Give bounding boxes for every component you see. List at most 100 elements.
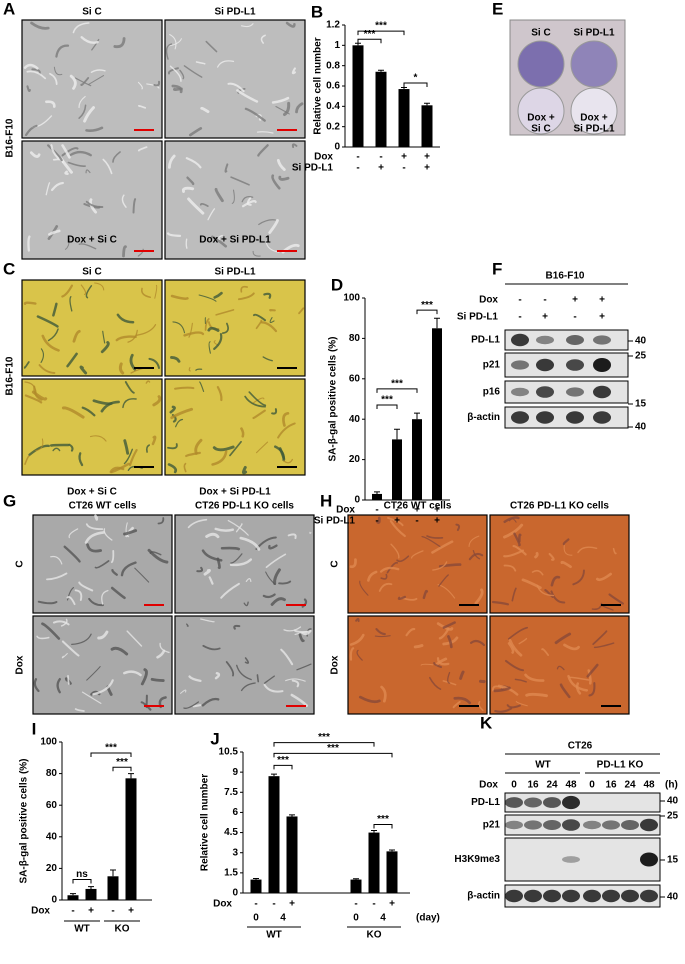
cell (271, 174, 281, 190)
band (640, 889, 658, 903)
day-label: 0 (253, 913, 259, 924)
condition-value: + (434, 516, 440, 527)
significance-label: *** (318, 732, 330, 743)
column-title: CT26 PD-L1 KO cells (195, 501, 294, 512)
error-bar (378, 69, 384, 72)
cell (188, 675, 202, 682)
cell (492, 685, 504, 692)
cell (212, 445, 235, 452)
day-label: 0 (353, 913, 359, 924)
y-tick-label: 80 (349, 333, 361, 344)
panel-label: F (492, 259, 502, 278)
cell (386, 561, 398, 574)
cell (260, 321, 278, 333)
panel-label: I (32, 719, 37, 738)
micrograph (21, 279, 163, 377)
column-title: CT26 WT cells (69, 501, 137, 512)
cell (550, 575, 561, 587)
y-tick-label: 1 (334, 40, 340, 51)
cell (125, 522, 130, 538)
condition-value: - (518, 295, 521, 306)
cell (72, 22, 90, 34)
cell (88, 597, 104, 607)
cell (24, 381, 37, 394)
cell (233, 624, 241, 630)
cell (123, 439, 130, 455)
band (524, 889, 542, 903)
cell (447, 671, 451, 684)
cell (283, 626, 302, 632)
cell (36, 315, 59, 328)
cell (188, 322, 193, 338)
cell (55, 44, 70, 58)
condition-value: - (354, 899, 357, 910)
condition-value: - (395, 505, 398, 516)
cell (64, 677, 72, 685)
cell (506, 704, 521, 709)
cell (50, 144, 60, 160)
cell (397, 595, 407, 601)
band-label: β-actin (467, 412, 500, 423)
band (511, 411, 529, 424)
cell (145, 380, 151, 384)
micrograph (489, 514, 630, 614)
cell (116, 313, 135, 324)
band (511, 333, 529, 347)
cell (80, 36, 99, 44)
day-unit: (day) (416, 913, 440, 924)
band (621, 889, 639, 903)
cell (123, 448, 133, 465)
y-tick-label: 40 (349, 414, 361, 425)
day-label: 4 (280, 913, 286, 924)
cell (85, 523, 104, 531)
cell (426, 535, 444, 539)
cell (593, 642, 615, 649)
cell (575, 682, 582, 695)
significance-bracket (273, 752, 393, 758)
band (536, 358, 554, 372)
cell (132, 198, 137, 214)
cell (167, 443, 178, 450)
cell (173, 87, 183, 91)
column-title: CT26 WT cells (384, 501, 452, 512)
cell (122, 245, 127, 258)
cell (63, 545, 81, 563)
condition-name: Dox (336, 505, 355, 516)
cell (137, 104, 147, 109)
cell (137, 81, 143, 90)
cell (375, 628, 386, 636)
cell (48, 229, 61, 236)
well (570, 40, 618, 88)
significance-label: *** (327, 743, 339, 754)
cell (69, 74, 77, 90)
cell (563, 544, 573, 556)
cell (46, 144, 63, 162)
cell (41, 334, 60, 352)
cell (123, 529, 138, 536)
panel-label: C (3, 259, 15, 278)
cell (50, 555, 63, 565)
error-bar (289, 814, 295, 817)
cell (422, 589, 429, 600)
cell (159, 642, 170, 654)
y-tick-label: 0.2 (326, 121, 340, 132)
cell (23, 361, 30, 369)
cell (111, 569, 118, 576)
micrograph (347, 514, 488, 614)
bar (286, 816, 298, 893)
significance-bracket (72, 878, 92, 884)
cell (215, 309, 235, 316)
cell (531, 569, 544, 576)
cell (525, 692, 548, 698)
cell (154, 284, 158, 299)
condition-value: - (254, 899, 257, 910)
condition-name: Si PD-L1 (457, 312, 499, 323)
cell (563, 643, 580, 651)
cell (175, 418, 184, 428)
band (621, 820, 639, 830)
band (593, 411, 611, 424)
y-tick-label: 20 (46, 863, 58, 874)
cell (109, 466, 125, 474)
condition-value: - (402, 163, 405, 174)
cell (137, 248, 144, 257)
